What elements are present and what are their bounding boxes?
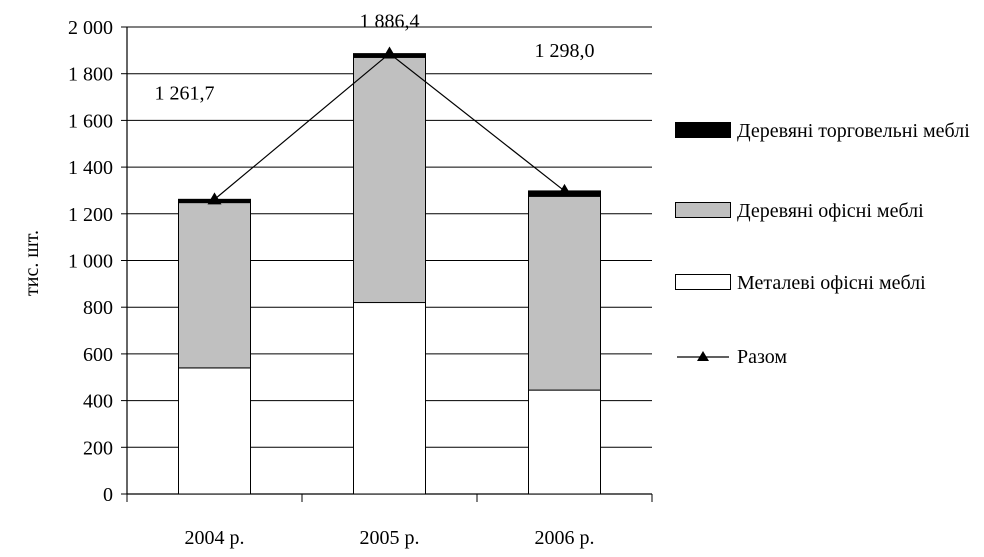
bar-segment-series-1 <box>178 202 251 369</box>
legend-item-wooden-office: Деревяні офісні меблі <box>675 198 924 224</box>
y-tick-label: 1 000 <box>68 251 113 273</box>
data-labels: 1 261,7 1 886,4 1 298,0 <box>155 11 595 105</box>
total-point-triangle <box>557 183 572 196</box>
total-point-triangle <box>382 46 397 59</box>
legend-label: Металеві офісні меблі <box>737 272 926 294</box>
bar-stacks <box>178 53 601 495</box>
legend-swatch-gray <box>675 202 731 218</box>
total-point-triangle <box>207 192 222 205</box>
y-tick-label: 1 200 <box>68 204 113 226</box>
y-tick-label: 800 <box>83 297 113 319</box>
x-tick-label: 2004 р. <box>185 527 245 549</box>
data-label: 1 886,4 <box>360 11 420 33</box>
x-tick-label: 2005 р. <box>360 527 420 549</box>
x-tick-label: 2006 р. <box>535 527 595 549</box>
legend-line-triangle-icon <box>677 351 729 361</box>
legend-label: Деревяні офісні меблі <box>737 200 924 222</box>
y-tick-label: 200 <box>83 437 113 459</box>
bar-segment-series-0 <box>528 389 601 495</box>
total-line <box>207 46 572 205</box>
data-label: 1 261,7 <box>155 82 215 104</box>
x-tick-labels: 2004 р. 2005 р. 2006 р. <box>185 527 595 549</box>
legend-item-metal-office: Металеві офісні меблі <box>675 270 926 296</box>
legend-item-wooden-trade: Деревяні торговельні меблі <box>675 118 977 144</box>
y-tick-labels: 0 200 400 600 800 1 000 1 200 1 400 1 600 1 800 2 … <box>68 17 113 506</box>
y-tick-label: 0 <box>103 484 113 506</box>
legend-swatch-black <box>675 122 731 138</box>
bar-segment-series-1 <box>353 56 426 304</box>
y-tick-label: 400 <box>83 391 113 413</box>
y-tick-label: 1 600 <box>68 110 113 132</box>
legend-label: Разом <box>737 346 788 368</box>
bar-segment-series-0 <box>353 302 426 495</box>
legend-swatch-white <box>675 274 731 290</box>
y-tick-label: 1 800 <box>68 64 113 86</box>
legend-label: Деревяні торговельні меблі <box>737 120 970 142</box>
y-tick-label: 600 <box>83 344 113 366</box>
y-tick-label: 1 400 <box>68 157 113 179</box>
bar-segment-series-1 <box>528 195 601 391</box>
data-label: 1 298,0 <box>535 40 595 62</box>
legend-item-total: Разом <box>675 344 787 370</box>
y-tick-label: 2 000 <box>68 17 113 39</box>
y-axis-label: тис. шт. <box>21 230 43 296</box>
bar-segment-series-0 <box>178 367 251 495</box>
